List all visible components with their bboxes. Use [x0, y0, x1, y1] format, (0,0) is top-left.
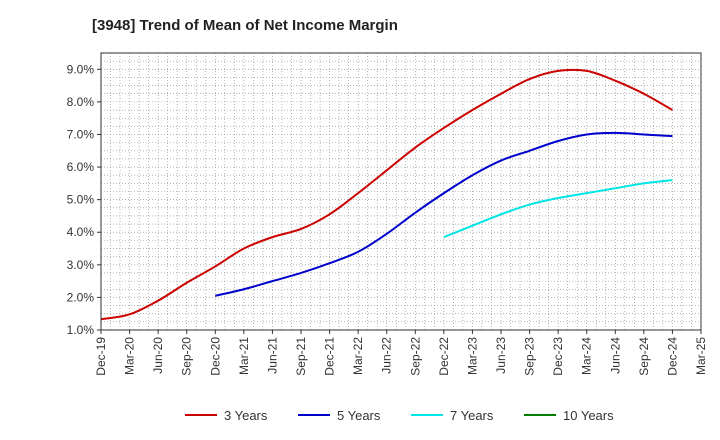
x-tick-label: Dec-24 [665, 337, 679, 376]
x-tick-label: Dec-23 [551, 337, 565, 376]
x-tick-label: Dec-20 [208, 337, 222, 376]
legend-label-3-years: 3 Years [224, 408, 268, 423]
y-tick-label: 4.0% [67, 225, 95, 239]
y-tick-label: 2.0% [67, 290, 95, 304]
legend-label-5-years: 5 Years [337, 408, 381, 423]
x-tick-label: Jun-22 [380, 337, 394, 374]
x-tick-label: Sep-24 [637, 337, 651, 376]
x-tick-label: Jun-20 [151, 337, 165, 374]
chart-title: [3948] Trend of Mean of Net Income Margi… [92, 17, 398, 34]
x-tick-label: Sep-22 [408, 337, 422, 376]
x-tick-label: Jun-21 [265, 337, 279, 374]
y-tick-label: 3.0% [67, 258, 95, 272]
x-tick-label: Sep-20 [180, 337, 194, 376]
y-tick-label: 7.0% [67, 127, 95, 141]
x-tick-label: Mar-21 [237, 337, 251, 375]
x-tick-label: Dec-21 [323, 337, 337, 376]
x-tick-label: Dec-19 [94, 337, 108, 376]
y-tick-label: 9.0% [67, 62, 95, 76]
y-tick-label: 5.0% [67, 193, 95, 207]
grid [100, 52, 702, 331]
x-tick-label: Jun-24 [608, 337, 622, 374]
legend-label-7-years: 7 Years [450, 408, 494, 423]
y-tick-label: 1.0% [67, 323, 95, 337]
legend: 3 Years 5 Years 7 Years 10 Years [185, 408, 614, 423]
y-tick-label: 8.0% [67, 95, 95, 109]
x-tick-label: Mar-22 [351, 337, 365, 375]
legend-label-10-years: 10 Years [563, 408, 614, 423]
series-line-5-years [215, 131, 673, 297]
plot-frame [100, 52, 702, 331]
x-tick-label: Mar-25 [694, 337, 708, 375]
x-tick-label: Dec-22 [437, 337, 451, 376]
x-tick-label: Jun-23 [494, 337, 508, 374]
x-axis-ticks: Dec-19 Mar-20 Jun-20 Sep-20 Dec-20 Mar-21 Jun-… [94, 330, 708, 376]
y-axis-ticks: 1.0% 2.0% 3.0% 4.0% 5.0% 6.0% 7.0% 8.0% 9.0% [67, 62, 101, 337]
series-lines [100, 68, 673, 321]
x-tick-label: Sep-23 [523, 337, 537, 376]
x-tick-label: Mar-23 [465, 337, 479, 375]
y-tick-label: 6.0% [67, 160, 95, 174]
x-tick-label: Sep-21 [294, 337, 308, 376]
series-line-3-years [100, 68, 673, 321]
x-tick-label: Mar-24 [580, 337, 594, 375]
series-line-7-years [443, 179, 673, 239]
x-tick-label: Mar-20 [123, 337, 137, 375]
